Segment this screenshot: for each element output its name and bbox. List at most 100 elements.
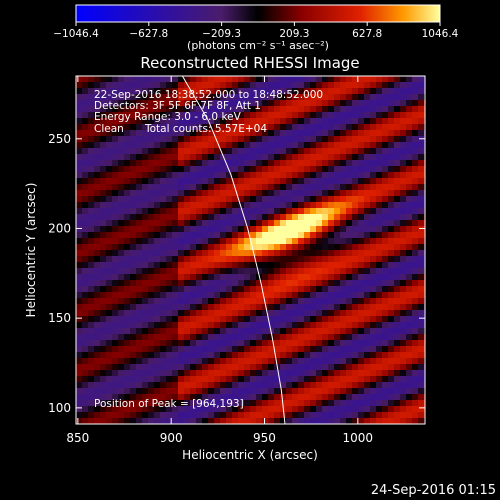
heatmap-cell [310, 280, 317, 287]
heatmap-cell [118, 112, 125, 119]
heatmap-cell [298, 166, 305, 173]
heatmap-cell [280, 94, 287, 101]
heatmap-cell [148, 292, 155, 299]
heatmap-cell [256, 142, 263, 149]
heatmap-cell [118, 328, 125, 335]
heatmap-cell [154, 202, 161, 209]
heatmap-cell [196, 190, 203, 197]
heatmap-cell [268, 136, 275, 143]
heatmap-cell [310, 262, 317, 269]
heatmap-cell [232, 364, 239, 371]
heatmap-cell [322, 400, 329, 407]
heatmap-cell [226, 160, 233, 167]
heatmap-cell [166, 166, 173, 173]
heatmap-cell [94, 94, 101, 101]
heatmap-cell [202, 88, 209, 95]
heatmap-cell [178, 100, 185, 107]
heatmap-cell [286, 214, 293, 221]
heatmap-cell [280, 208, 287, 215]
heatmap-cell [406, 226, 413, 233]
heatmap-cell [88, 382, 95, 389]
heatmap-cell [94, 280, 101, 287]
heatmap-cell [76, 304, 83, 311]
heatmap-cell [340, 310, 347, 317]
heatmap-cell [136, 388, 143, 395]
heatmap-cell [112, 346, 119, 353]
heatmap-cell [142, 130, 149, 137]
heatmap-cell [232, 376, 239, 383]
heatmap-cell [154, 118, 161, 125]
heatmap-cell [124, 196, 131, 203]
heatmap-cell [364, 172, 371, 179]
heatmap-cell [382, 370, 389, 377]
heatmap-cell [340, 250, 347, 257]
heatmap-cell [376, 280, 383, 287]
heatmap-cell [148, 280, 155, 287]
heatmap-cell [142, 262, 149, 269]
heatmap-cell [220, 250, 227, 257]
heatmap-cell [310, 412, 317, 419]
heatmap-cell [250, 184, 257, 191]
heatmap-cell [388, 322, 395, 329]
heatmap-cell [256, 196, 263, 203]
heatmap-cell [280, 220, 287, 227]
heatmap-cell [184, 418, 191, 424]
heatmap-cell [124, 172, 131, 179]
heatmap-cell [130, 94, 137, 101]
heatmap-cell [232, 142, 239, 149]
heatmap-cell [352, 160, 359, 167]
heatmap-cell [88, 82, 95, 89]
heatmap-cell [382, 232, 389, 239]
heatmap-cell [238, 214, 245, 221]
heatmap-cell [352, 238, 359, 245]
heatmap-cell [370, 286, 377, 293]
heatmap-cell [142, 94, 149, 101]
heatmap-cell [214, 220, 221, 227]
heatmap-cell [232, 352, 239, 359]
heatmap-cell [190, 382, 197, 389]
heatmap-cell [310, 136, 317, 143]
heatmap-cell [142, 346, 149, 353]
heatmap-cell [268, 232, 275, 239]
heatmap-cell [208, 172, 215, 179]
heatmap-cell [250, 160, 257, 167]
heatmap-cell [304, 220, 311, 227]
heatmap-cell [418, 418, 425, 424]
heatmap-cell [220, 232, 227, 239]
heatmap-cell [130, 298, 137, 305]
heatmap-cell [340, 298, 347, 305]
heatmap-cell [184, 100, 191, 107]
heatmap-cell [160, 256, 167, 263]
heatmap-cell [256, 238, 263, 245]
heatmap-cell [304, 382, 311, 389]
heatmap-cell [412, 274, 419, 281]
heatmap-cell [376, 88, 383, 95]
heatmap-cell [376, 184, 383, 191]
heatmap-cell [124, 274, 131, 281]
heatmap-cell [274, 136, 281, 143]
heatmap-cell [238, 268, 245, 275]
heatmap-cell [124, 202, 131, 209]
heatmap-cell [286, 382, 293, 389]
heatmap-cell [346, 364, 353, 371]
heatmap-cell [418, 328, 425, 335]
heatmap-cell [358, 274, 365, 281]
heatmap-cell [172, 82, 179, 89]
heatmap-cell [340, 352, 347, 359]
heatmap-cell [376, 232, 383, 239]
heatmap-cell [112, 376, 119, 383]
heatmap-cell [172, 196, 179, 203]
heatmap-cell [334, 256, 341, 263]
heatmap-cell [400, 124, 407, 131]
heatmap-cell [130, 316, 137, 323]
heatmap-cell [340, 292, 347, 299]
heatmap-cell [184, 256, 191, 263]
heatmap-cell [190, 346, 197, 353]
heatmap-cell [94, 88, 101, 95]
heatmap-cell [208, 328, 215, 335]
heatmap-cell [280, 232, 287, 239]
heatmap-cell [196, 88, 203, 95]
heatmap-cell [154, 334, 161, 341]
heatmap-cell [76, 202, 83, 209]
heatmap-cell [262, 76, 269, 83]
